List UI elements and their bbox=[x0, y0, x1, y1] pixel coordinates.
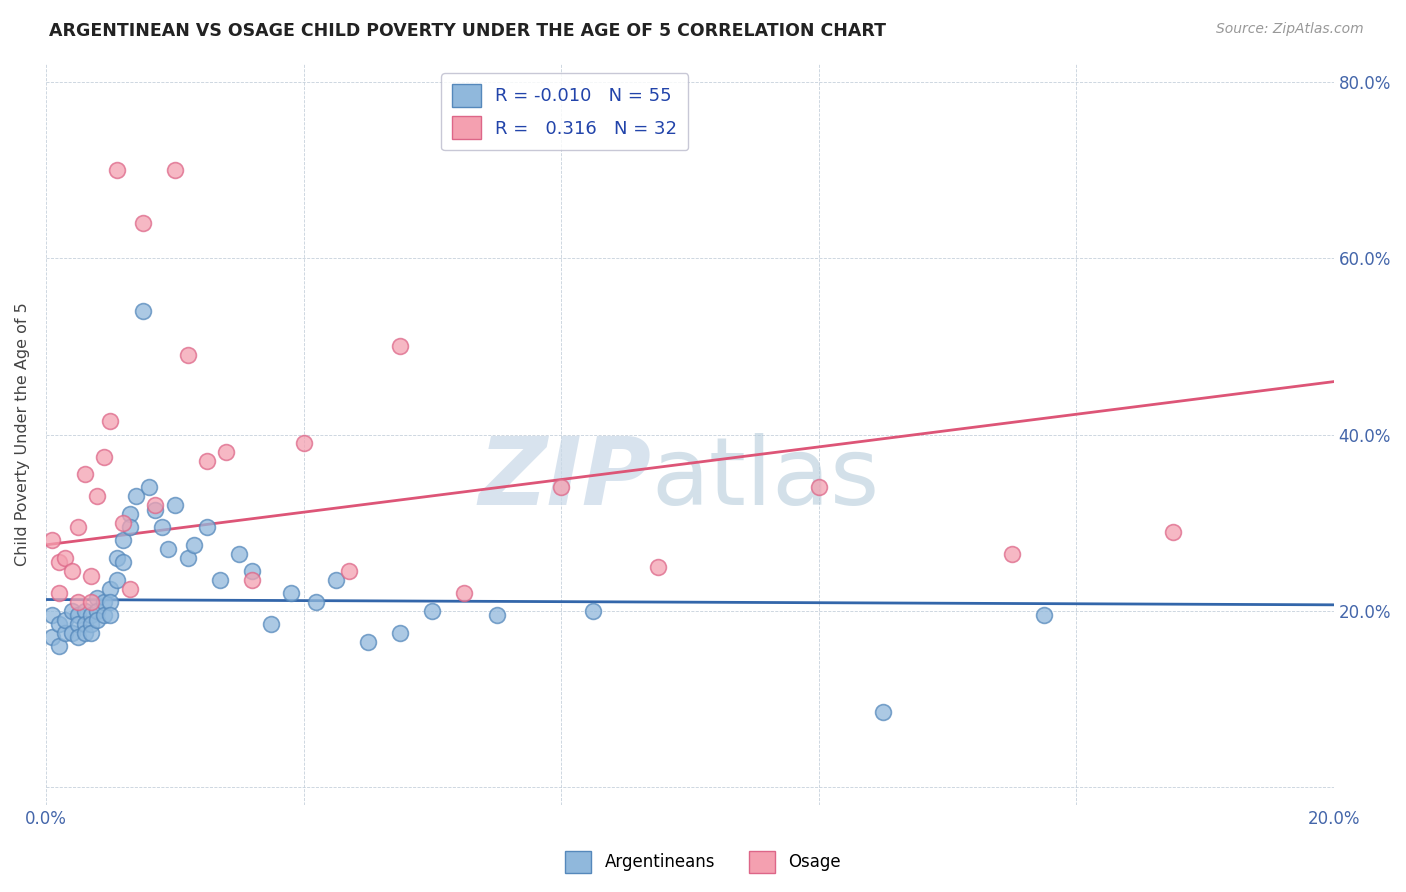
Point bbox=[228, 547, 250, 561]
Point bbox=[389, 339, 412, 353]
Point bbox=[240, 573, 263, 587]
Point bbox=[872, 706, 894, 720]
Point bbox=[73, 626, 96, 640]
Point bbox=[176, 551, 198, 566]
Point bbox=[86, 604, 108, 618]
Point bbox=[53, 551, 76, 566]
Point bbox=[67, 595, 90, 609]
Point bbox=[260, 617, 283, 632]
Point bbox=[41, 631, 63, 645]
Point bbox=[60, 564, 83, 578]
Text: Source: ZipAtlas.com: Source: ZipAtlas.com bbox=[1216, 22, 1364, 37]
Point bbox=[98, 582, 121, 596]
Point bbox=[48, 586, 70, 600]
Point bbox=[98, 608, 121, 623]
Point bbox=[157, 542, 180, 557]
Point bbox=[105, 162, 128, 177]
Point bbox=[48, 640, 70, 654]
Point bbox=[325, 573, 347, 587]
Point bbox=[420, 604, 443, 618]
Point bbox=[41, 533, 63, 548]
Y-axis label: Child Poverty Under the Age of 5: Child Poverty Under the Age of 5 bbox=[15, 302, 30, 566]
Point bbox=[138, 481, 160, 495]
Point bbox=[453, 586, 475, 600]
Point bbox=[145, 502, 167, 516]
Point bbox=[112, 556, 135, 570]
Point bbox=[1032, 608, 1054, 623]
Point bbox=[93, 450, 115, 464]
Point bbox=[163, 162, 186, 177]
Point bbox=[86, 613, 108, 627]
Point bbox=[292, 436, 315, 450]
Point bbox=[215, 445, 238, 459]
Point bbox=[73, 604, 96, 618]
Point bbox=[53, 626, 76, 640]
Point bbox=[1001, 547, 1024, 561]
Point bbox=[98, 595, 121, 609]
Point bbox=[60, 604, 83, 618]
Legend: Argentineans, Osage: Argentineans, Osage bbox=[558, 845, 848, 880]
Point bbox=[337, 564, 360, 578]
Point bbox=[80, 626, 103, 640]
Point bbox=[280, 586, 302, 600]
Point bbox=[86, 591, 108, 605]
Point bbox=[67, 520, 90, 534]
Point bbox=[86, 489, 108, 503]
Point bbox=[53, 613, 76, 627]
Point bbox=[195, 454, 218, 468]
Point bbox=[240, 564, 263, 578]
Point bbox=[98, 414, 121, 428]
Point bbox=[67, 608, 90, 623]
Point bbox=[550, 481, 572, 495]
Text: ARGENTINEAN VS OSAGE CHILD POVERTY UNDER THE AGE OF 5 CORRELATION CHART: ARGENTINEAN VS OSAGE CHILD POVERTY UNDER… bbox=[49, 22, 886, 40]
Point bbox=[647, 560, 669, 574]
Point bbox=[112, 516, 135, 530]
Point bbox=[485, 608, 508, 623]
Point bbox=[176, 348, 198, 362]
Point bbox=[125, 489, 148, 503]
Point bbox=[163, 498, 186, 512]
Point bbox=[118, 507, 141, 521]
Point bbox=[105, 573, 128, 587]
Point bbox=[80, 617, 103, 632]
Point bbox=[150, 520, 173, 534]
Point bbox=[73, 617, 96, 632]
Point bbox=[131, 216, 153, 230]
Point bbox=[80, 595, 103, 609]
Point bbox=[93, 595, 115, 609]
Point bbox=[67, 617, 90, 632]
Point bbox=[195, 520, 218, 534]
Point bbox=[389, 626, 412, 640]
Point bbox=[118, 582, 141, 596]
Point bbox=[112, 533, 135, 548]
Point bbox=[1161, 524, 1184, 539]
Point bbox=[41, 608, 63, 623]
Point bbox=[131, 304, 153, 318]
Point bbox=[582, 604, 605, 618]
Point bbox=[183, 538, 205, 552]
Text: atlas: atlas bbox=[651, 433, 879, 525]
Point bbox=[48, 617, 70, 632]
Point bbox=[80, 608, 103, 623]
Point bbox=[105, 551, 128, 566]
Text: ZIP: ZIP bbox=[478, 433, 651, 525]
Point bbox=[145, 498, 167, 512]
Point bbox=[67, 631, 90, 645]
Point bbox=[208, 573, 231, 587]
Point bbox=[80, 568, 103, 582]
Point bbox=[807, 481, 830, 495]
Legend: R = -0.010   N = 55, R =   0.316   N = 32: R = -0.010 N = 55, R = 0.316 N = 32 bbox=[441, 73, 689, 150]
Point bbox=[48, 556, 70, 570]
Point bbox=[118, 520, 141, 534]
Point bbox=[305, 595, 328, 609]
Point bbox=[73, 467, 96, 482]
Point bbox=[357, 635, 380, 649]
Point bbox=[60, 626, 83, 640]
Point bbox=[93, 608, 115, 623]
